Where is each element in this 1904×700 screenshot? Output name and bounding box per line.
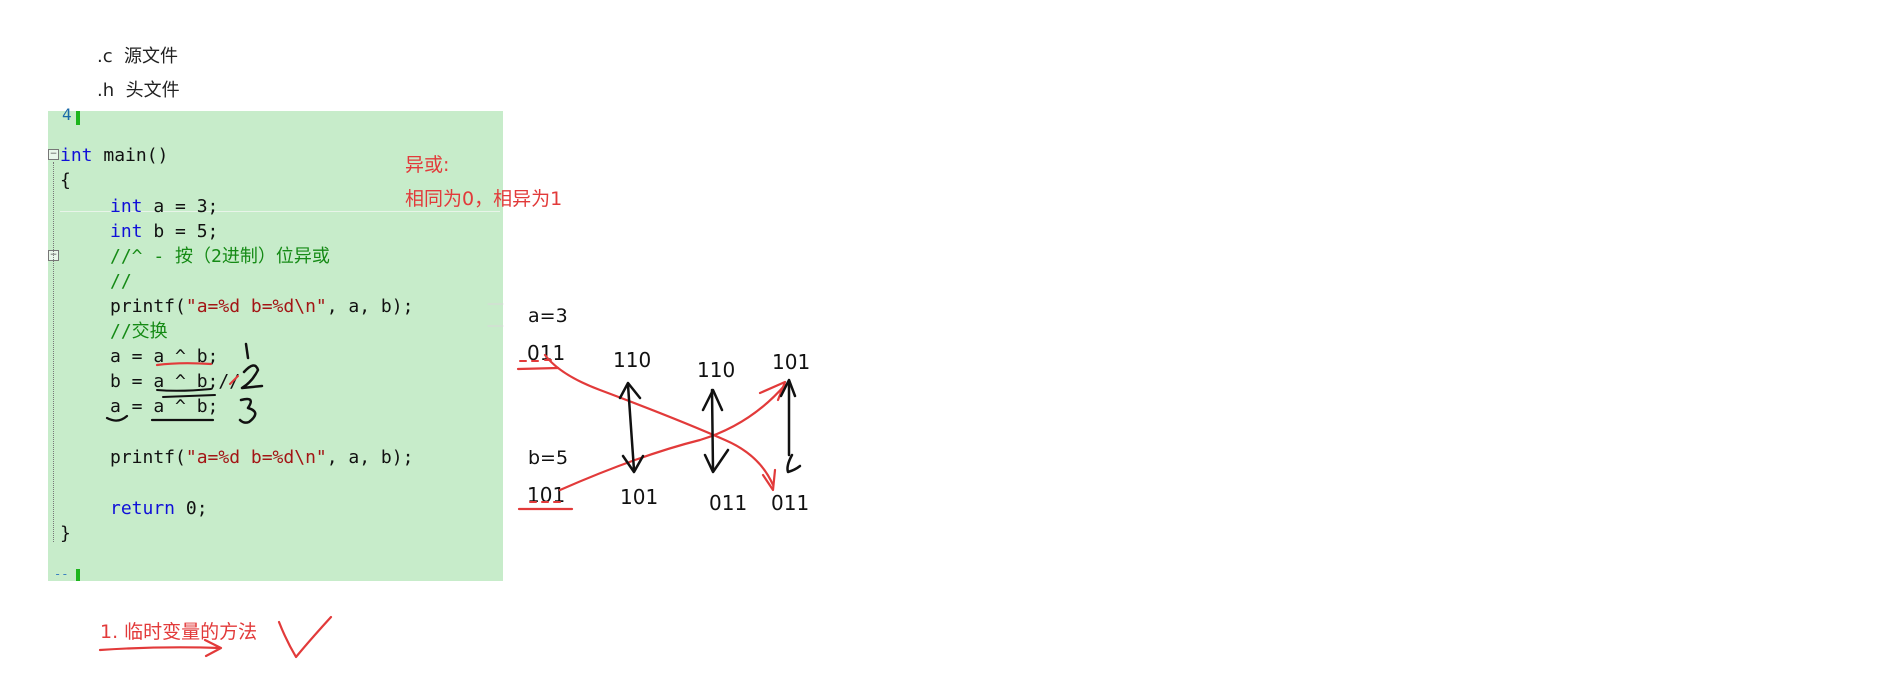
code-line-comment-xor: //^ - 按（2进制）位异或	[110, 246, 330, 267]
cross-curve-up	[558, 383, 787, 492]
code-line-close-brace: }	[60, 523, 71, 544]
code-editor-panel: 4 --	[48, 105, 503, 581]
a-bits-dashes	[519, 359, 552, 362]
b-label: b=5	[528, 447, 569, 469]
checkmark	[277, 615, 333, 659]
slash-mark	[229, 375, 239, 385]
small-hook	[786, 453, 802, 474]
step-number-1	[244, 342, 250, 360]
code-line-swap-2: b = a ^ b;//	[110, 371, 241, 392]
code-line-main: int main()	[60, 145, 169, 166]
current-line-highlight	[60, 211, 500, 212]
step1-bottom-bits: 101	[620, 485, 659, 509]
overline-swap3	[162, 394, 216, 398]
fold-guide	[53, 162, 55, 542]
line-number-bottom: --	[54, 567, 69, 581]
underline-swap1-red	[155, 362, 213, 367]
method-one-note: 1. 临时变量的方法	[100, 621, 258, 643]
a-bits-underline	[516, 366, 560, 371]
code-line-printf-1: printf("a=%d b=%d\n", a, b);	[110, 296, 414, 317]
cross-curve-down	[543, 353, 775, 487]
code-line-decl-b: int b = 5;	[110, 221, 219, 242]
red-arrow-right	[98, 638, 223, 658]
code-line-comment-empty: //	[110, 271, 132, 292]
code-line-comment-swap: //交换	[110, 321, 168, 342]
underline-a	[105, 414, 129, 422]
step2-bottom-bits: 011	[709, 491, 748, 515]
cross-arrowhead-up	[758, 380, 787, 402]
step-number-2	[240, 364, 264, 390]
arrow-3-head	[779, 378, 797, 398]
step3-top-bits: 101	[772, 350, 811, 374]
code-line-open-brace: {	[60, 170, 71, 191]
code-line-swap-3: a = a ^ b;	[110, 396, 219, 417]
double-arrow-2-shaft	[710, 388, 715, 472]
code-line-printf-2: printf("a=%d b=%d\n", a, b);	[110, 447, 414, 468]
double-arrow-1-shaft	[626, 383, 636, 472]
step-number-3	[238, 397, 257, 424]
step3-bottom-bits: 011	[771, 491, 810, 515]
step1-top-bits: 110	[613, 348, 652, 372]
line-number: 4	[62, 105, 72, 124]
code-line-return: return 0;	[110, 498, 208, 519]
code-line-decl-a: int a = 3;	[110, 196, 219, 217]
step2-top-bits: 110	[697, 358, 736, 382]
change-marker-bottom	[76, 569, 80, 581]
change-marker	[76, 111, 80, 125]
h-file-note: .h 头文件	[97, 80, 180, 101]
c-file-note: .c 源文件	[97, 46, 179, 67]
code-line-swap-1: a = a ^ b;	[110, 346, 219, 367]
a-label: a=3	[528, 305, 568, 327]
double-arrow-1-heads	[618, 381, 645, 474]
xor-title-note: 异或:	[405, 154, 450, 176]
cross-arrowhead-down	[761, 468, 777, 492]
underline-swap2	[156, 388, 212, 392]
xor-rule-note: 相同为0，相异为1	[405, 188, 563, 210]
fold-toggle-main[interactable]: −	[48, 149, 59, 160]
double-arrow-2-heads	[701, 388, 730, 474]
